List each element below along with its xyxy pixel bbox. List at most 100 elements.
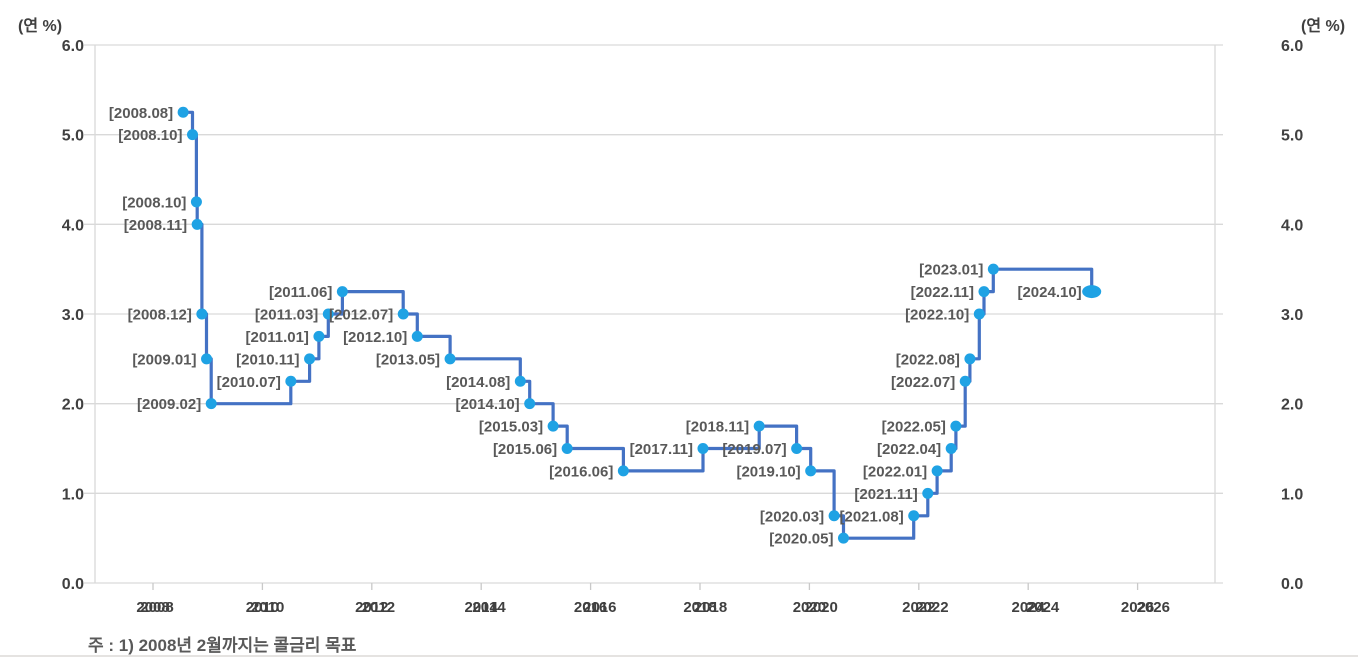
y-axis-unit-right: (연 %) (1301, 18, 1346, 35)
data-point-label: [2008.10] (122, 194, 186, 211)
y-axis-label-left: 3.0 (62, 307, 84, 324)
data-point-label: [2012.10] (343, 329, 407, 346)
x-axis-label: 2026 (1137, 599, 1170, 616)
y-axis-label-left: 4.0 (62, 217, 84, 234)
x-axis-label: 2024 (1012, 599, 1046, 616)
x-axis-label: 2010 (246, 599, 279, 616)
data-point-label: [2018.11] (686, 419, 749, 436)
data-point-label: [2008.12] (128, 307, 192, 324)
data-point-label: [2022.01] (863, 463, 927, 480)
data-point-marker (791, 443, 803, 454)
data-point-marker (978, 286, 990, 298)
y-axis-label-left: 5.0 (62, 128, 84, 145)
data-point-label: [2014.08] (446, 374, 510, 391)
data-point-label: [2022.05] (882, 419, 946, 436)
data-point-marker (285, 375, 297, 387)
rate-step-line (181, 110, 1094, 540)
data-point-marker (186, 129, 198, 141)
data-point-label: [2010.11] (236, 351, 299, 368)
x-axis-label: 2012 (355, 599, 388, 616)
x-axis-label: 2016 (583, 599, 616, 616)
x-axis-label: 2020 (805, 599, 838, 616)
x-axis-label: 2012 (362, 599, 395, 616)
data-point-label: [2017.11] (630, 441, 693, 458)
data-point-marker (196, 308, 208, 320)
data-point-label: [2015.06] (493, 441, 557, 458)
data-point-label: [2009.01] (132, 351, 196, 368)
x-axis-label: 2026 (1121, 599, 1154, 616)
x-axis-label: 2008 (140, 599, 173, 616)
data-point-marker (547, 420, 559, 432)
x-axis-label: 2014 (465, 599, 499, 616)
data-point-label: [2022.07] (891, 374, 955, 391)
y-axis-label-left: 1.0 (62, 486, 84, 503)
data-point-label: [2022.04] (877, 441, 941, 458)
x-axis-label: 2014 (472, 599, 506, 616)
data-point-marker-last (1082, 285, 1102, 299)
data-point-label: [2022.10] (905, 307, 969, 324)
y-axis-label-left: 0.0 (62, 576, 84, 593)
data-point-label: [2013.05] (376, 351, 440, 368)
data-point-label: [2016.06] (549, 463, 613, 480)
y-axis-label-left: 6.0 (62, 38, 84, 55)
data-point-marker (524, 398, 536, 410)
data-point-marker (753, 420, 765, 432)
data-point-marker (304, 353, 316, 365)
x-axis-label: 2018 (683, 599, 716, 616)
data-point-marker (908, 510, 920, 522)
data-point-marker (945, 443, 957, 454)
data-point-label: [2008.10] (118, 127, 182, 144)
x-axis-label: 2022 (915, 599, 948, 616)
data-point-label: [2021.11] (854, 486, 917, 503)
y-axis-label-right: 1.0 (1281, 486, 1303, 503)
data-point-marker (190, 196, 202, 208)
data-point-label: [2024.10] (1017, 284, 1081, 301)
data-point-label: [2011.06] (269, 284, 332, 301)
y-axis-label-right: 3.0 (1281, 307, 1303, 324)
data-point-label: [2021.08] (840, 508, 904, 525)
data-point-marker (191, 218, 203, 230)
data-point-label: [2011.01] (246, 329, 309, 346)
y-axis-label-right: 0.0 (1281, 576, 1303, 593)
data-point-marker (837, 532, 849, 544)
data-point-marker (973, 308, 985, 320)
data-point-marker (964, 353, 976, 365)
data-point-label: [2023.01] (919, 262, 983, 279)
y-axis-label-left: 2.0 (62, 397, 84, 414)
data-point-marker (411, 330, 423, 342)
data-point-marker (697, 443, 709, 454)
data-point-marker (950, 420, 962, 432)
data-point-marker (177, 106, 189, 118)
bottom-divider (0, 655, 1358, 657)
data-point-marker (959, 375, 971, 387)
data-point-label: [2008.08] (109, 105, 173, 122)
data-point-label: [2012.07] (329, 307, 393, 324)
x-axis-label: 2018 (694, 599, 727, 616)
data-point-label: [2019.10] (736, 463, 800, 480)
data-point-marker (201, 353, 213, 365)
data-point-marker (313, 330, 325, 342)
data-point-label: [2022.11] (911, 284, 974, 301)
y-axis-label-right: 5.0 (1281, 128, 1303, 145)
data-point-marker (931, 465, 943, 477)
data-point-marker (987, 263, 999, 275)
data-point-label: [2008.11] (124, 217, 187, 234)
data-point-label: [2020.05] (769, 531, 833, 548)
data-point-label: [2009.02] (137, 396, 201, 413)
data-point-label: [2022.08] (896, 351, 960, 368)
data-point-marker (205, 398, 217, 410)
data-point-label: [2011.03] (255, 307, 318, 324)
data-point-label: [2014.10] (455, 396, 519, 413)
y-axis-label-right: 6.0 (1281, 38, 1303, 55)
data-point-marker (336, 286, 348, 298)
data-point-marker (397, 308, 409, 320)
data-point-label: [2010.07] (217, 374, 281, 391)
data-point-marker (617, 465, 629, 477)
data-point-marker (828, 510, 840, 522)
x-axis-label: 2010 (251, 599, 284, 616)
data-point-marker (514, 375, 526, 387)
data-point-marker (444, 353, 456, 365)
y-axis-label-right: 4.0 (1281, 217, 1303, 234)
